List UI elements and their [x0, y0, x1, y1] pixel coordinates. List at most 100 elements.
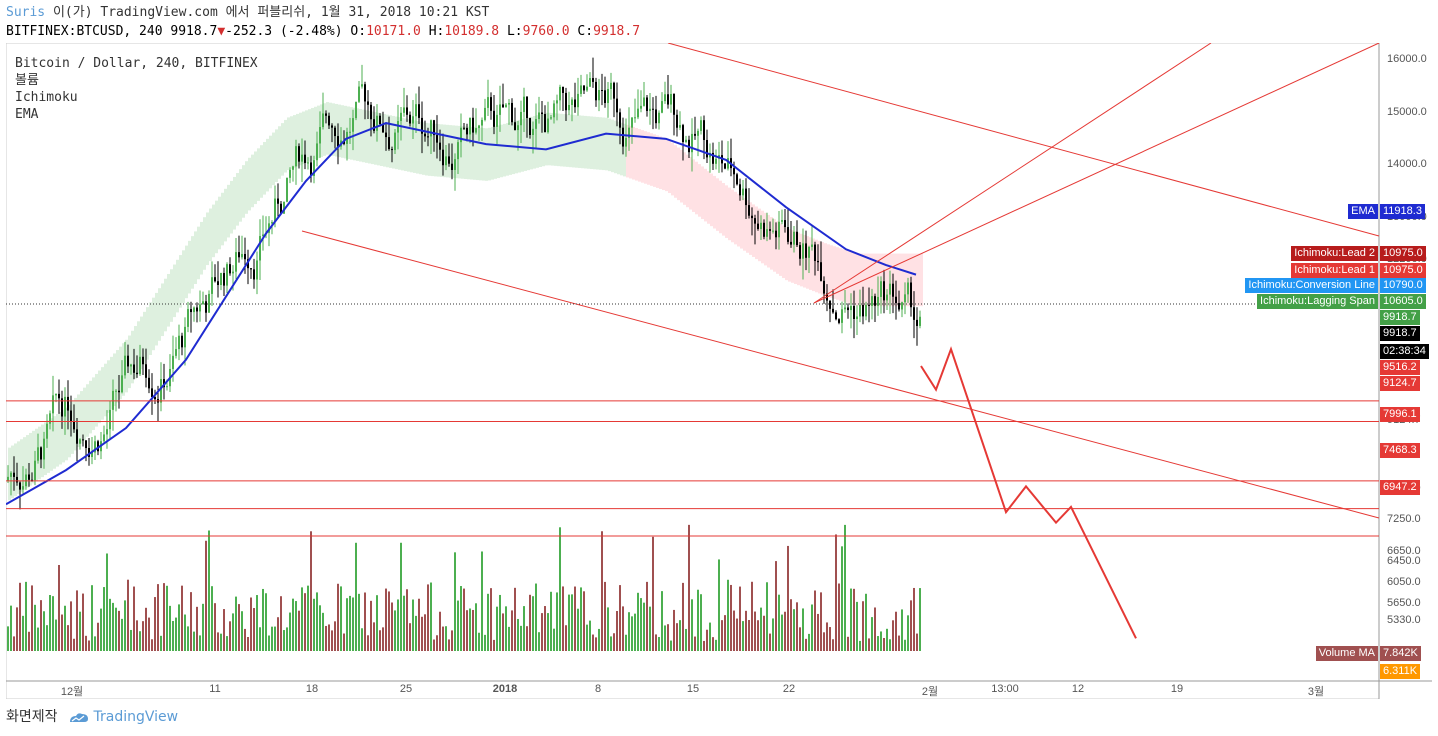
volume-bar: [607, 607, 609, 651]
cloud-segment: [707, 171, 710, 224]
volume-bar: [835, 534, 837, 651]
candle-body: [133, 364, 135, 373]
candle-body: [757, 223, 759, 229]
cloud-segment: [104, 363, 107, 417]
cloud-segment: [872, 253, 875, 307]
candle-body: [394, 132, 396, 151]
candle-body: [325, 113, 327, 116]
candle-body: [214, 277, 216, 282]
cloud-segment: [740, 196, 743, 249]
cloud-segment: [44, 422, 47, 476]
volume-bar: [361, 628, 363, 651]
volume-bar: [415, 615, 417, 651]
cloud-segment: [305, 110, 308, 163]
cloud-segment: [503, 123, 506, 177]
author-link[interactable]: Suris: [6, 5, 46, 20]
volume-bar: [196, 606, 198, 651]
candle-body: [814, 244, 816, 261]
candle-body: [217, 281, 219, 285]
candle-body: [205, 301, 207, 313]
cloud-segment: [524, 118, 527, 171]
cloud-segment: [494, 126, 497, 179]
volume-bar: [25, 581, 27, 651]
candle-body: [793, 231, 795, 245]
volume-bar: [658, 637, 660, 651]
volume-bar: [136, 620, 138, 651]
cloud-segment: [191, 236, 194, 289]
candle-body: [19, 482, 21, 490]
cloud-segment: [329, 102, 332, 156]
cloud-segment: [785, 227, 788, 281]
cloud-segment: [152, 297, 155, 351]
volume-bar: [88, 640, 90, 651]
down-arrow-icon: ▼: [217, 24, 226, 39]
volume-bar: [202, 603, 204, 651]
volume-bar: [331, 630, 333, 651]
cloud-segment: [671, 142, 674, 196]
high-value: 10189.8: [444, 24, 500, 39]
volume-bar: [73, 638, 75, 651]
volume-bar: [319, 605, 321, 651]
volume-bar: [265, 593, 267, 651]
cloud-segment: [878, 253, 881, 307]
volume-bar: [676, 623, 678, 651]
time-tick-label: 11: [209, 683, 221, 695]
volume-bar: [82, 593, 84, 651]
volume-bar: [877, 636, 879, 651]
candle-body: [289, 169, 291, 178]
candle-body: [853, 305, 855, 320]
cloud-segment: [752, 204, 755, 257]
candle-body: [403, 107, 405, 113]
candle-body: [418, 104, 420, 118]
candle-body: [691, 133, 693, 153]
candle-body: [313, 160, 315, 176]
cloud-segment: [215, 200, 218, 254]
publish-line: 이(가) TradingView.com 에서 퍼블리쉬, 1월 31, 201…: [52, 5, 490, 20]
cloud-segment: [761, 210, 764, 264]
cloud-segment: [107, 360, 110, 413]
cloud-segment: [419, 121, 422, 175]
candle-body: [13, 472, 15, 477]
cloud-segment: [599, 117, 602, 170]
candle-body: [259, 236, 261, 261]
cloud-segment: [665, 138, 668, 192]
cloud-segment: [782, 225, 785, 279]
cloud-segment: [68, 404, 71, 458]
volume-bar: [316, 592, 318, 651]
low-label: L:: [506, 24, 523, 39]
candle-body: [547, 118, 549, 133]
volume-bar: [739, 586, 741, 651]
candle-body: [880, 281, 882, 297]
volume-bar: [325, 625, 327, 651]
cloud-segment: [614, 120, 617, 174]
cloud-segment: [272, 132, 275, 186]
volume-bar: [613, 633, 615, 651]
cloud-segment: [482, 128, 485, 181]
volume-bar: [523, 606, 525, 651]
open-value: 10171.0: [366, 24, 421, 39]
candle-body: [85, 440, 87, 449]
volume-bar: [571, 594, 573, 651]
candle-body: [595, 81, 597, 101]
volume-bar: [673, 609, 675, 651]
candle-body: [778, 221, 780, 238]
cloud-segment: [554, 113, 557, 166]
cloud-segment: [551, 113, 554, 166]
volume-bar: [574, 586, 576, 651]
candle-body: [649, 108, 651, 111]
brand-link[interactable]: TradingView: [68, 707, 178, 727]
cloud-segment: [710, 173, 713, 227]
cloud-segment: [920, 253, 923, 307]
cloud-segment: [668, 140, 671, 194]
volume-bar: [769, 633, 771, 651]
candle-body: [802, 243, 804, 259]
candle-body: [898, 303, 900, 310]
price-tag: 7.842K: [1380, 646, 1421, 661]
candle-body: [892, 283, 894, 297]
cloud-segment: [281, 123, 284, 176]
candle-body: [874, 296, 876, 306]
candle-body: [322, 113, 324, 128]
volume-bar: [307, 585, 309, 651]
price-chart[interactable]: [6, 43, 1432, 699]
volume-bar: [238, 604, 240, 651]
